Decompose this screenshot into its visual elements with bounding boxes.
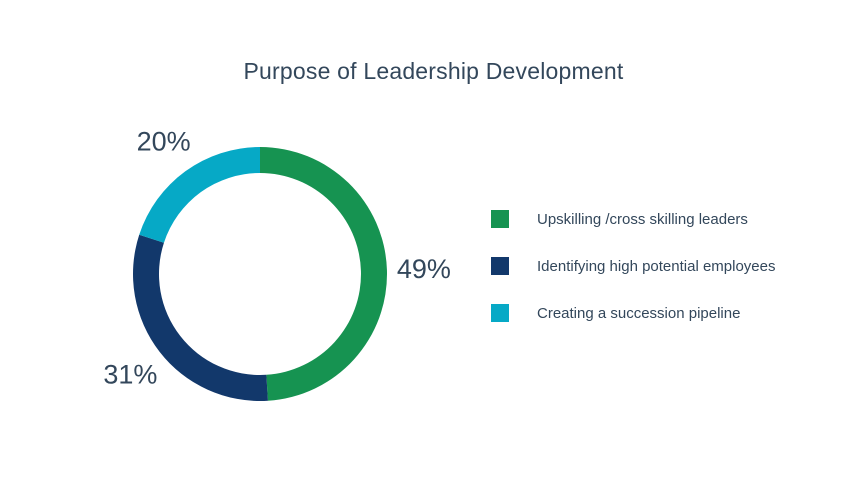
legend-swatch xyxy=(491,257,509,275)
legend-item: Identifying high potential employees xyxy=(491,257,776,275)
legend-swatch xyxy=(491,304,509,322)
slice-percent-label: 20% xyxy=(137,126,191,156)
donut-slice xyxy=(133,234,268,402)
legend-label: Identifying high potential employees xyxy=(537,257,776,275)
legend-label: Upskilling /cross skilling leaders xyxy=(537,210,748,228)
chart-title: Purpose of Leadership Development xyxy=(243,58,624,84)
legend-item: Creating a succession pipeline xyxy=(491,304,776,322)
donut-slice-labels: 49% 31% 20% xyxy=(103,126,451,389)
legend-item: Upskilling /cross skilling leaders xyxy=(491,210,776,228)
donut-slice xyxy=(260,147,388,401)
legend-swatch xyxy=(491,210,509,228)
slice-percent-label: 49% xyxy=(397,254,451,284)
legend: Upskilling /cross skilling leaders Ident… xyxy=(491,210,776,351)
donut-slice xyxy=(139,147,260,243)
donut-slices xyxy=(133,147,388,402)
legend-label: Creating a succession pipeline xyxy=(537,304,741,322)
slice-percent-label: 31% xyxy=(103,360,157,390)
